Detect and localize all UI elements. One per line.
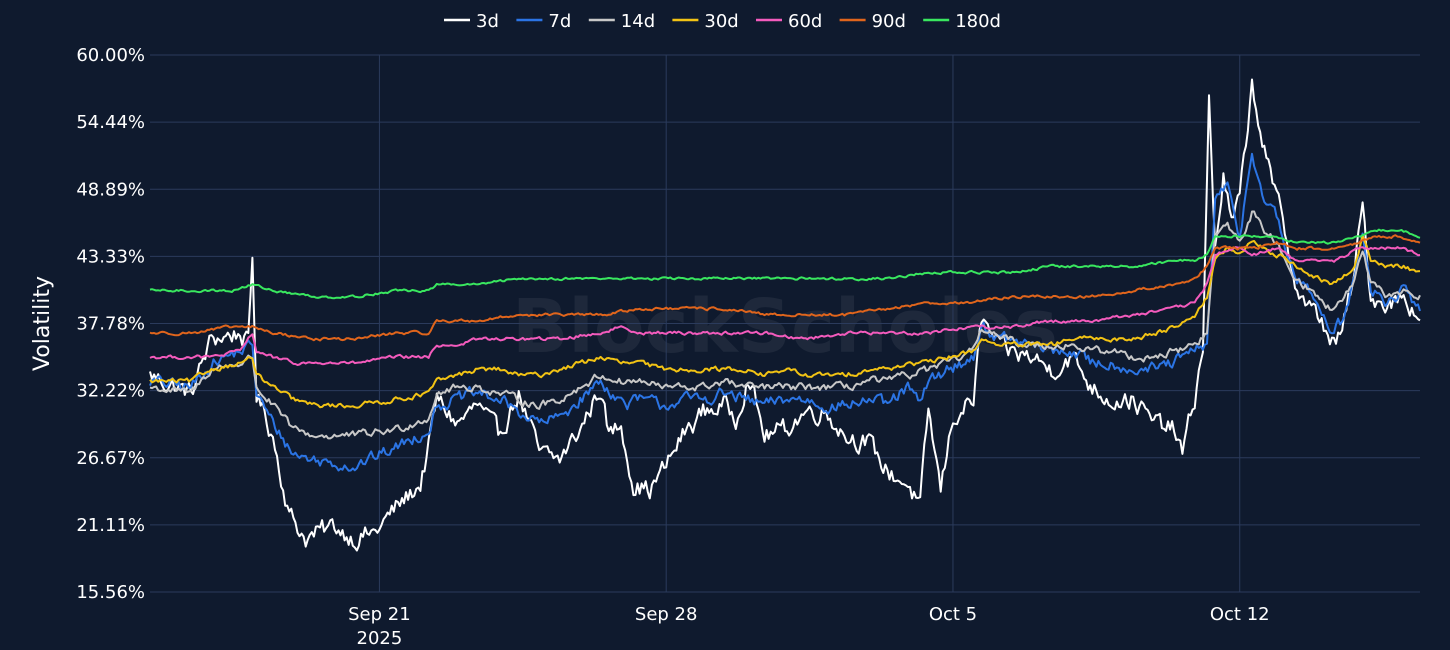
watermark-text: BlockScholes xyxy=(512,284,1058,370)
y-tick-label: 15.56% xyxy=(76,582,145,603)
x-tick-sublabel: 2025 xyxy=(357,628,403,649)
series-line-180d xyxy=(149,228,1421,300)
x-tick-label: Sep 28 xyxy=(635,604,698,625)
y-tick-label: 48.89% xyxy=(76,179,145,200)
legend-label-7d: 7d xyxy=(548,11,571,32)
series-line-30d xyxy=(149,234,1421,409)
y-tick-label: 43.33% xyxy=(76,246,145,267)
x-tick-label: Oct 12 xyxy=(1210,604,1270,625)
legend-label-30d: 30d xyxy=(704,11,738,32)
y-axis-title: Volatility xyxy=(30,276,55,371)
legend-label-3d: 3d xyxy=(476,11,499,32)
x-tick-label: Oct 5 xyxy=(929,604,977,625)
y-tick-label: 37.78% xyxy=(76,314,145,335)
legend-label-180d: 180d xyxy=(955,11,1001,32)
y-tick-label: 32.22% xyxy=(76,381,145,402)
legend-label-90d: 90d xyxy=(872,11,906,32)
legend-label-14d: 14d xyxy=(621,11,655,32)
y-tick-label: 26.67% xyxy=(76,448,145,469)
y-tick-label: 60.00% xyxy=(76,45,145,66)
series-line-60d xyxy=(149,246,1421,366)
x-tick-label: Sep 21 xyxy=(348,604,411,625)
y-tick-label: 21.11% xyxy=(76,515,145,536)
y-tick-label: 54.44% xyxy=(76,112,145,133)
series-line-90d xyxy=(149,234,1421,342)
series-line-14d xyxy=(149,210,1421,440)
legend-label-60d: 60d xyxy=(788,11,822,32)
series-line-3d xyxy=(149,78,1421,552)
